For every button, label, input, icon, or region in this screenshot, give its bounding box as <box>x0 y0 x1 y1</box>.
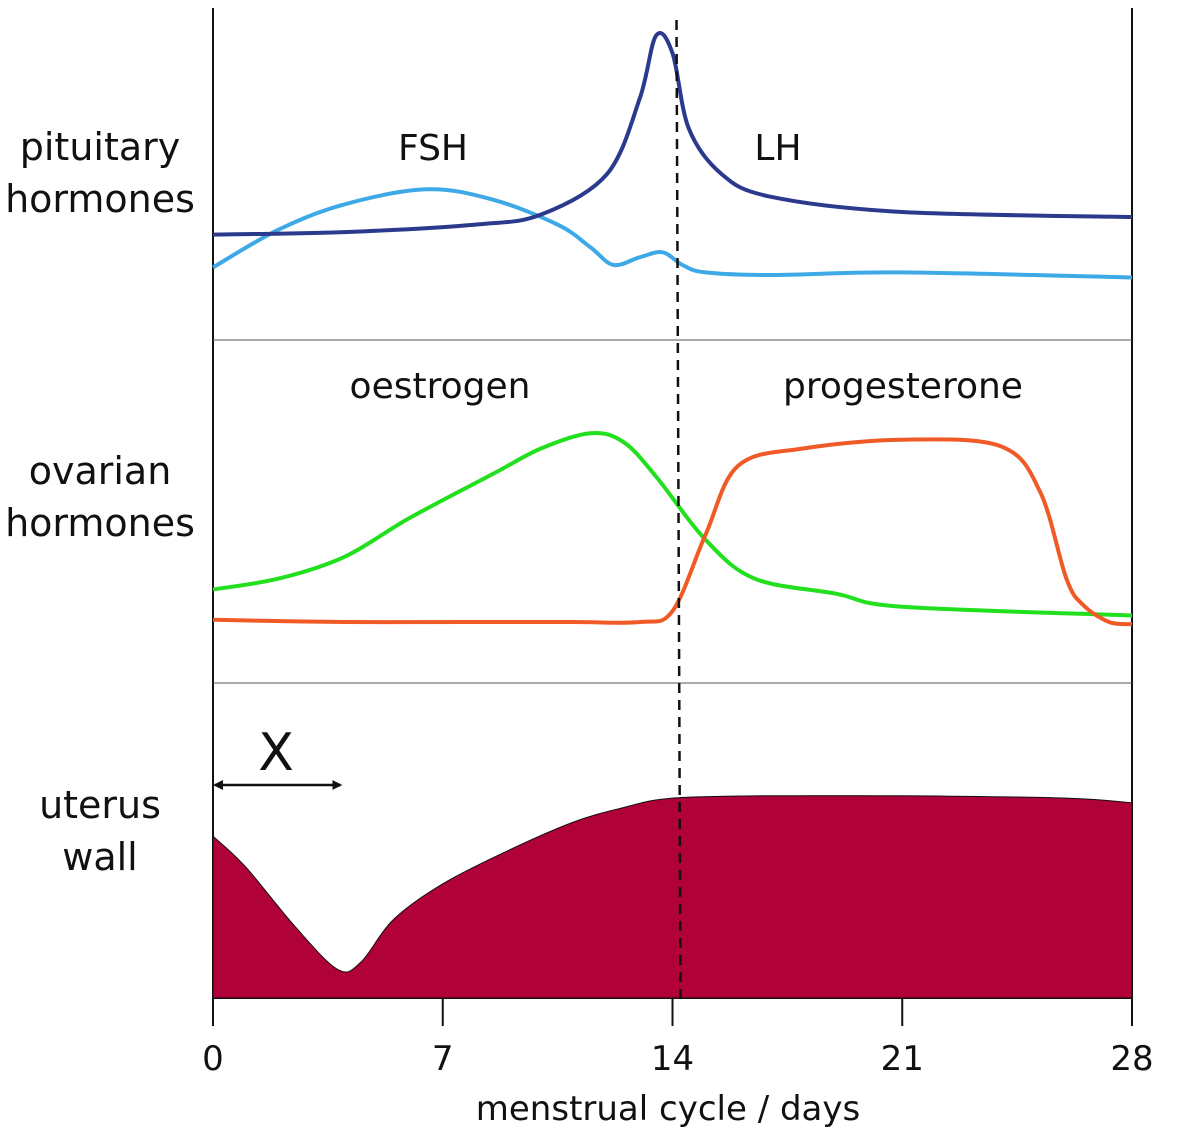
panel-label-ovarian-1: ovarian <box>29 449 172 493</box>
oestrogen-line <box>212 430 1133 618</box>
x-arrow-label: X <box>258 723 294 783</box>
progesterone-label: progesterone <box>783 366 1023 407</box>
x-axis-ticks: 0 7 14 21 28 <box>202 998 1154 1079</box>
panel-label-uterus-2: wall <box>62 835 137 879</box>
fsh-label: FSH <box>398 128 468 169</box>
panel-label-pituitary-1: pituitary <box>20 125 181 169</box>
x-axis-title: menstrual cycle / days <box>476 1089 860 1129</box>
panel-label-uterus-1: uterus <box>39 783 161 827</box>
uterus-wall-area <box>212 794 1133 999</box>
x-tick-label: 28 <box>1110 1039 1153 1079</box>
x-tick-label: 0 <box>202 1039 224 1079</box>
fsh-line <box>211 187 1133 280</box>
x-tick-label: 14 <box>651 1039 694 1079</box>
panel-label-pituitary-2: hormones <box>5 177 195 221</box>
x-tick-label: 7 <box>432 1039 454 1079</box>
x-tick-label: 21 <box>881 1039 924 1079</box>
panel-label-ovarian-2: hormones <box>5 501 195 545</box>
lh-label: LH <box>754 128 801 169</box>
lh-line <box>212 31 1133 237</box>
progesterone-line <box>212 437 1133 627</box>
oestrogen-label: oestrogen <box>350 366 531 407</box>
